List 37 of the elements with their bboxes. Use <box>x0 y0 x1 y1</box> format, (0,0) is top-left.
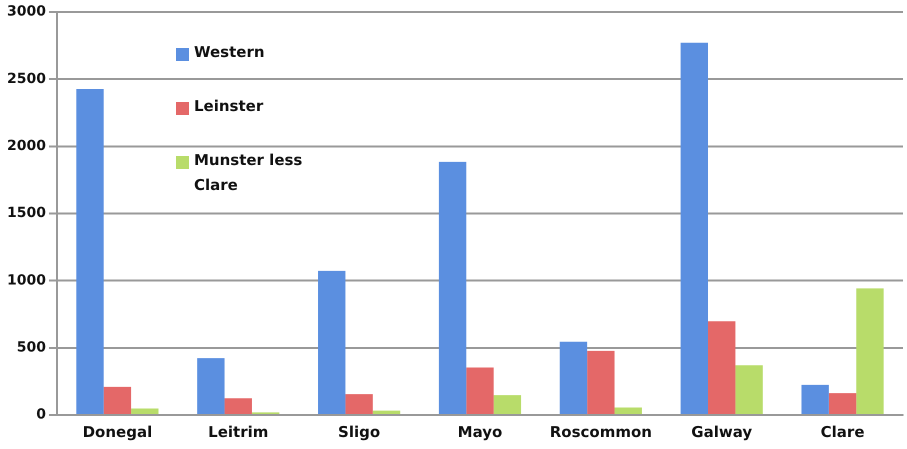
bar <box>735 365 763 414</box>
legend-label: Munster less Clare <box>194 150 304 196</box>
y-tick-label: 2000 <box>6 138 46 154</box>
x-tick-label: Sligo <box>338 422 380 441</box>
bar <box>345 394 373 414</box>
bar <box>131 408 158 414</box>
bar <box>856 288 884 414</box>
bar <box>801 384 829 414</box>
y-tick-label: 2500 <box>6 70 46 87</box>
y-tick-label: 500 <box>16 339 46 356</box>
bar <box>372 410 400 414</box>
x-tick-label: Galway <box>691 422 752 441</box>
bar <box>466 367 494 414</box>
bar <box>224 398 252 414</box>
x-tick-label: Leitrim <box>208 422 268 441</box>
y-tick-label: 3000 <box>6 4 46 20</box>
bar <box>318 270 346 414</box>
x-tick-label: Roscommon <box>550 422 652 441</box>
bar <box>104 386 132 414</box>
y-tick-label: 1500 <box>6 205 46 222</box>
bar <box>560 342 588 414</box>
bar <box>708 321 736 414</box>
legend-label: Western <box>194 42 265 63</box>
bar <box>494 395 522 414</box>
bar <box>680 42 708 414</box>
bar <box>587 350 615 414</box>
x-tick-label: Donegal <box>82 422 152 441</box>
y-tick-label: 0 <box>36 406 46 423</box>
bar <box>76 88 104 414</box>
y-tick-label: 1000 <box>6 272 46 288</box>
legend-label: Leinster <box>194 96 264 117</box>
x-tick-label: Clare <box>820 422 864 441</box>
x-tick-label: Mayo <box>458 422 502 441</box>
bar <box>614 407 642 414</box>
bar <box>438 162 466 414</box>
bar <box>197 358 225 414</box>
bar <box>828 393 856 414</box>
